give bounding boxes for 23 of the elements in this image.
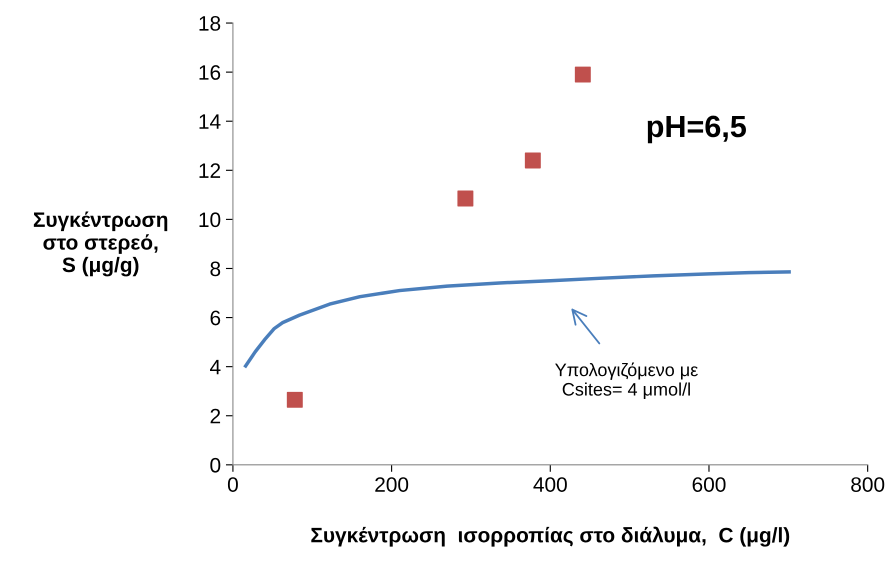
x-tick-label: 800 — [851, 477, 884, 492]
annotation: Υπολογιζόμενο με Csites= 4 μmol/l — [555, 362, 698, 400]
point — [524, 152, 541, 168]
x-tick-label: 0 — [228, 477, 238, 492]
y-tick-label: 6 — [210, 310, 220, 326]
y-tick-label: 0 — [210, 458, 220, 473]
x-tick-label: 200 — [375, 477, 408, 492]
annotation: pH=6,5 — [648, 116, 746, 144]
y-tick-label: 14 — [200, 114, 221, 129]
y-axis-title: Συγκέντρωση στο στερεό, S (μg/g) — [34, 211, 168, 276]
y-tick-label: 12 — [200, 163, 220, 178]
y-tick-label: 16 — [200, 65, 220, 80]
y-tick-label: 2 — [210, 408, 220, 424]
x-axis-title: Συγκέντρωση ισορροπίας στο διάλυμα, C (μg/l) — [311, 526, 790, 547]
x-tick-label: 600 — [692, 477, 726, 492]
y-tick-label: 4 — [210, 360, 221, 374]
y-tick-label: 18 — [200, 16, 220, 31]
point — [574, 66, 591, 83]
y-tick-label: 10 — [200, 212, 220, 228]
point — [457, 190, 474, 207]
y-tick-label: 8 — [210, 261, 220, 276]
point — [286, 392, 303, 408]
x-tick-label: 400 — [533, 477, 567, 492]
